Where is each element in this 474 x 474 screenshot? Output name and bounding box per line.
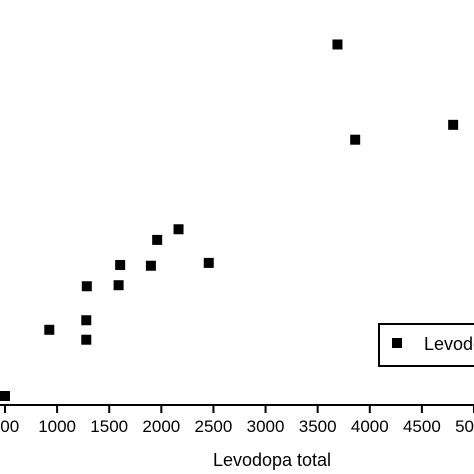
legend-marker <box>392 338 402 348</box>
x-tick-label: 1500 <box>90 417 128 436</box>
x-tick-label: 3000 <box>247 417 285 436</box>
x-tick-label: 4000 <box>351 417 389 436</box>
data-point <box>115 260 126 271</box>
data-point <box>448 119 459 130</box>
data-point <box>113 280 124 291</box>
data-point <box>44 324 55 335</box>
data-point <box>332 39 343 50</box>
x-tick-label: 5000 <box>455 417 474 436</box>
data-point <box>203 257 214 268</box>
data-point <box>350 134 361 145</box>
x-tick-label: 2000 <box>142 417 180 436</box>
data-point <box>0 391 10 401</box>
legend: Levodopa <box>378 323 474 367</box>
data-point <box>145 260 156 271</box>
x-tick-label: 3500 <box>299 417 337 436</box>
data-points <box>0 39 459 401</box>
data-point <box>173 224 184 235</box>
data-point <box>81 315 92 326</box>
legend-label: Levodopa <box>424 334 474 354</box>
x-ticks: 500 1000 1500 2000 2500 3000 3500 4000 4500 5000 <box>0 405 474 436</box>
x-axis-title: Levodopa total <box>213 450 331 470</box>
data-point <box>81 281 92 292</box>
data-point <box>81 334 92 345</box>
x-tick-label: 4500 <box>403 417 441 436</box>
x-tick-label: 1000 <box>38 417 76 436</box>
x-tick-label: 500 <box>0 417 19 436</box>
x-tick-label: 2500 <box>195 417 233 436</box>
data-point <box>152 234 163 245</box>
